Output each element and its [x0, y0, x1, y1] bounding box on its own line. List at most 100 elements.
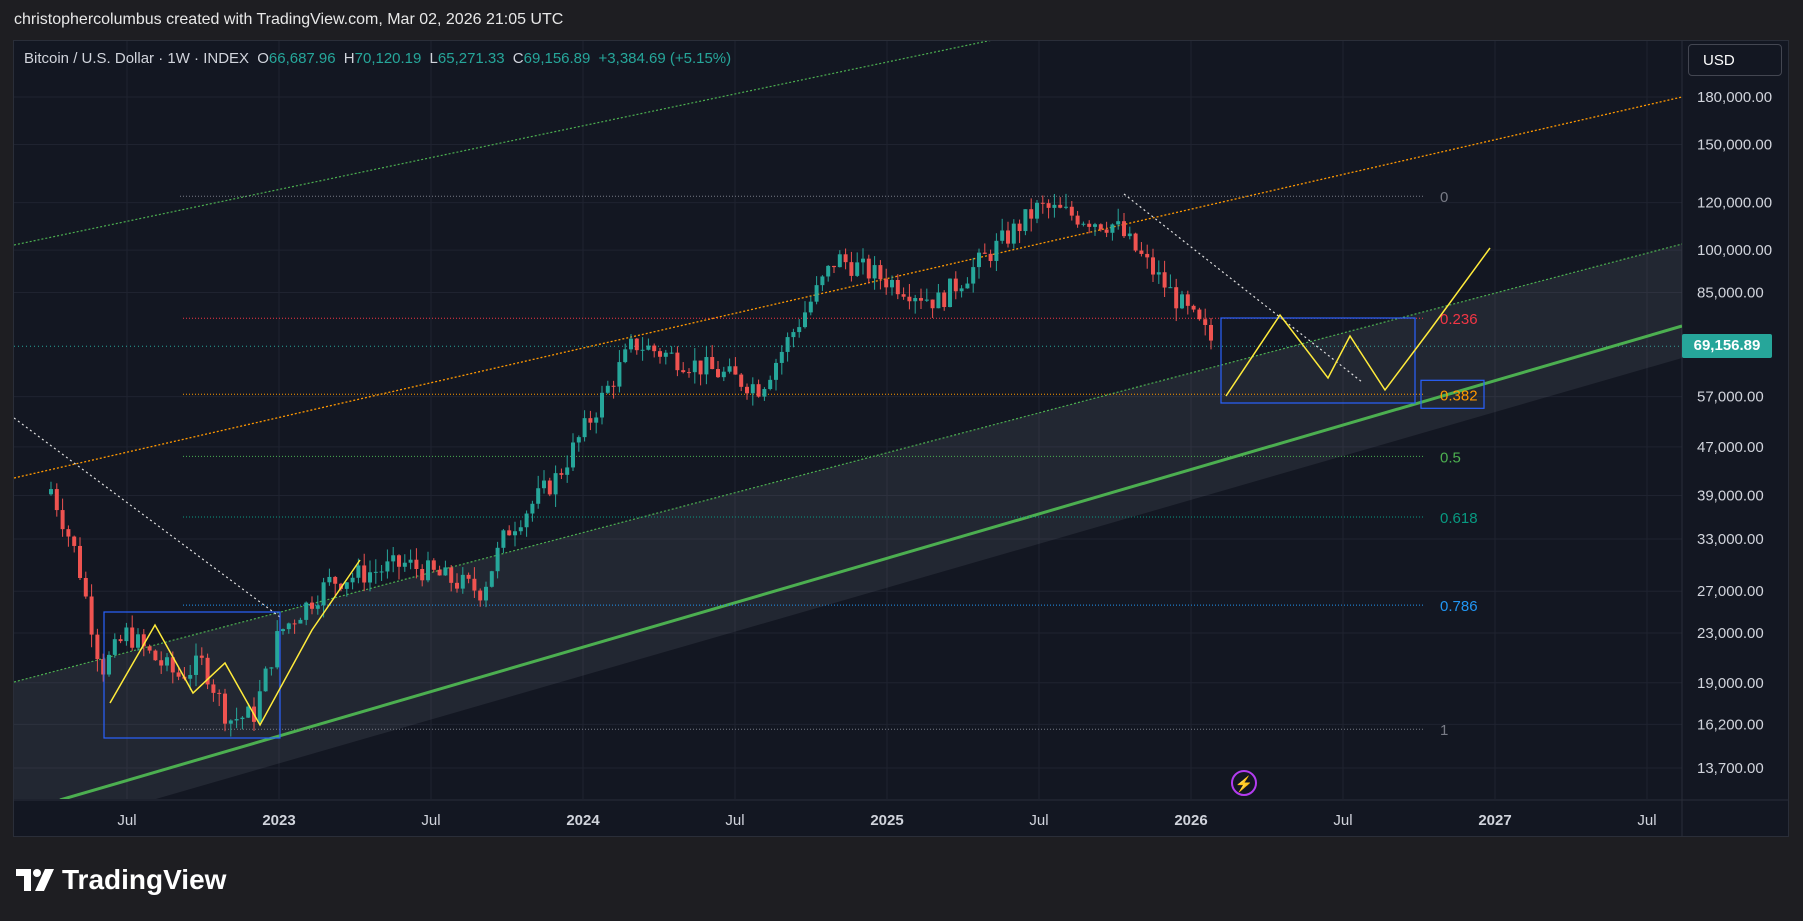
lightning-icon[interactable]: ⚡ [1231, 770, 1257, 796]
candle-body[interactable] [240, 717, 245, 720]
candle-body[interactable] [895, 279, 900, 295]
candle-body[interactable] [710, 357, 715, 370]
candle-body[interactable] [861, 258, 865, 263]
candle-body[interactable] [994, 240, 999, 261]
candle-body[interactable] [426, 560, 430, 581]
candle-body[interactable] [640, 349, 645, 351]
candle-body[interactable] [489, 571, 494, 587]
candle-body[interactable] [1006, 230, 1010, 244]
candle-body[interactable] [1017, 223, 1022, 232]
candle-body[interactable] [339, 583, 343, 589]
candle-body[interactable] [571, 442, 575, 468]
candle-body[interactable] [304, 602, 309, 620]
candle-body[interactable] [553, 473, 558, 495]
candle-body[interactable] [66, 529, 71, 537]
candle-body[interactable] [663, 352, 668, 357]
candle-body[interactable] [362, 565, 367, 583]
candle-body[interactable] [234, 719, 239, 721]
candle-body[interactable] [1040, 202, 1045, 204]
candle-body[interactable] [257, 691, 262, 722]
candle-body[interactable] [472, 578, 477, 591]
candle-body[interactable] [460, 574, 465, 589]
candle-body[interactable] [60, 510, 65, 530]
candle-body[interactable] [1075, 215, 1080, 225]
candle-body[interactable] [594, 417, 599, 423]
candle-body[interactable] [565, 467, 570, 475]
candle-body[interactable] [600, 392, 604, 418]
candle-body[interactable] [292, 623, 297, 625]
candle-body[interactable] [536, 488, 541, 504]
candle-body[interactable] [977, 252, 981, 268]
candle-body[interactable] [217, 692, 222, 694]
candle-body[interactable] [530, 503, 535, 514]
candle-body[interactable] [281, 629, 285, 632]
candle-body[interactable] [484, 586, 488, 601]
candle-body[interactable] [391, 555, 396, 562]
candle-body[interactable] [478, 590, 483, 601]
candle-body[interactable] [582, 418, 587, 438]
candle-body[interactable] [147, 646, 152, 651]
candle-body[interactable] [953, 278, 958, 292]
candle-body[interactable] [808, 301, 813, 313]
candle-body[interactable] [298, 619, 303, 624]
candle-body[interactable] [866, 258, 871, 279]
candle-body[interactable] [756, 384, 761, 397]
candle-body[interactable] [652, 345, 657, 352]
candle-body[interactable] [524, 513, 529, 528]
candle-body[interactable] [495, 547, 500, 572]
candle-body[interactable] [321, 582, 326, 606]
candle-body[interactable] [1110, 224, 1115, 233]
candle-body[interactable] [1098, 224, 1103, 230]
candle-body[interactable] [559, 473, 564, 475]
candle-body[interactable] [83, 577, 88, 597]
candle-body[interactable] [646, 345, 651, 350]
candle-body[interactable] [373, 571, 378, 573]
candle-body[interactable] [965, 283, 970, 289]
candle-body[interactable] [507, 530, 512, 536]
candle-body[interactable] [194, 655, 198, 675]
candle-body[interactable] [1116, 221, 1121, 225]
candle-body[interactable] [745, 386, 749, 394]
candle-body[interactable] [1069, 206, 1074, 216]
candle-body[interactable] [982, 252, 987, 254]
candle-body[interactable] [832, 265, 836, 268]
candle-body[interactable] [733, 366, 738, 375]
candle-body[interactable] [930, 299, 935, 309]
candle-body[interactable] [942, 292, 947, 308]
candle-body[interactable] [658, 351, 662, 357]
candle-body[interactable] [820, 276, 825, 286]
candle-body[interactable] [385, 561, 390, 572]
candle-body[interactable] [199, 655, 204, 658]
candle-body[interactable] [136, 634, 140, 648]
candle-body[interactable] [356, 565, 361, 578]
candle-body[interactable] [605, 385, 610, 393]
candle-body[interactable] [1133, 233, 1138, 251]
candle-body[interactable] [913, 298, 918, 302]
candle-body[interactable] [228, 720, 233, 724]
candle-body[interactable] [988, 253, 993, 261]
candle-body[interactable] [1046, 203, 1051, 208]
candle-body[interactable] [443, 567, 448, 576]
candle-body[interactable] [1011, 223, 1016, 244]
candle-body[interactable] [704, 357, 709, 375]
candle-body[interactable] [588, 418, 593, 423]
candle-body[interactable] [1145, 253, 1150, 258]
candle-body[interactable] [884, 279, 889, 288]
candle-body[interactable] [205, 657, 210, 685]
candle-body[interactable] [692, 360, 697, 373]
candle-body[interactable] [275, 631, 280, 668]
candle-body[interactable] [623, 349, 628, 363]
candle-body[interactable] [350, 577, 355, 583]
candle-body[interactable] [420, 568, 425, 581]
candle-body[interactable] [176, 672, 181, 677]
candle-body[interactable] [397, 555, 401, 567]
candle-body[interactable] [669, 352, 674, 354]
candle-body[interactable] [286, 623, 291, 630]
candle-body[interactable] [130, 627, 135, 648]
currency-button[interactable]: USD [1688, 44, 1782, 76]
candle-body[interactable] [159, 660, 164, 666]
candle-body[interactable] [101, 659, 106, 675]
candle-body[interactable] [611, 385, 616, 387]
candle-body[interactable] [1029, 209, 1034, 219]
candle-body[interactable] [107, 654, 111, 675]
